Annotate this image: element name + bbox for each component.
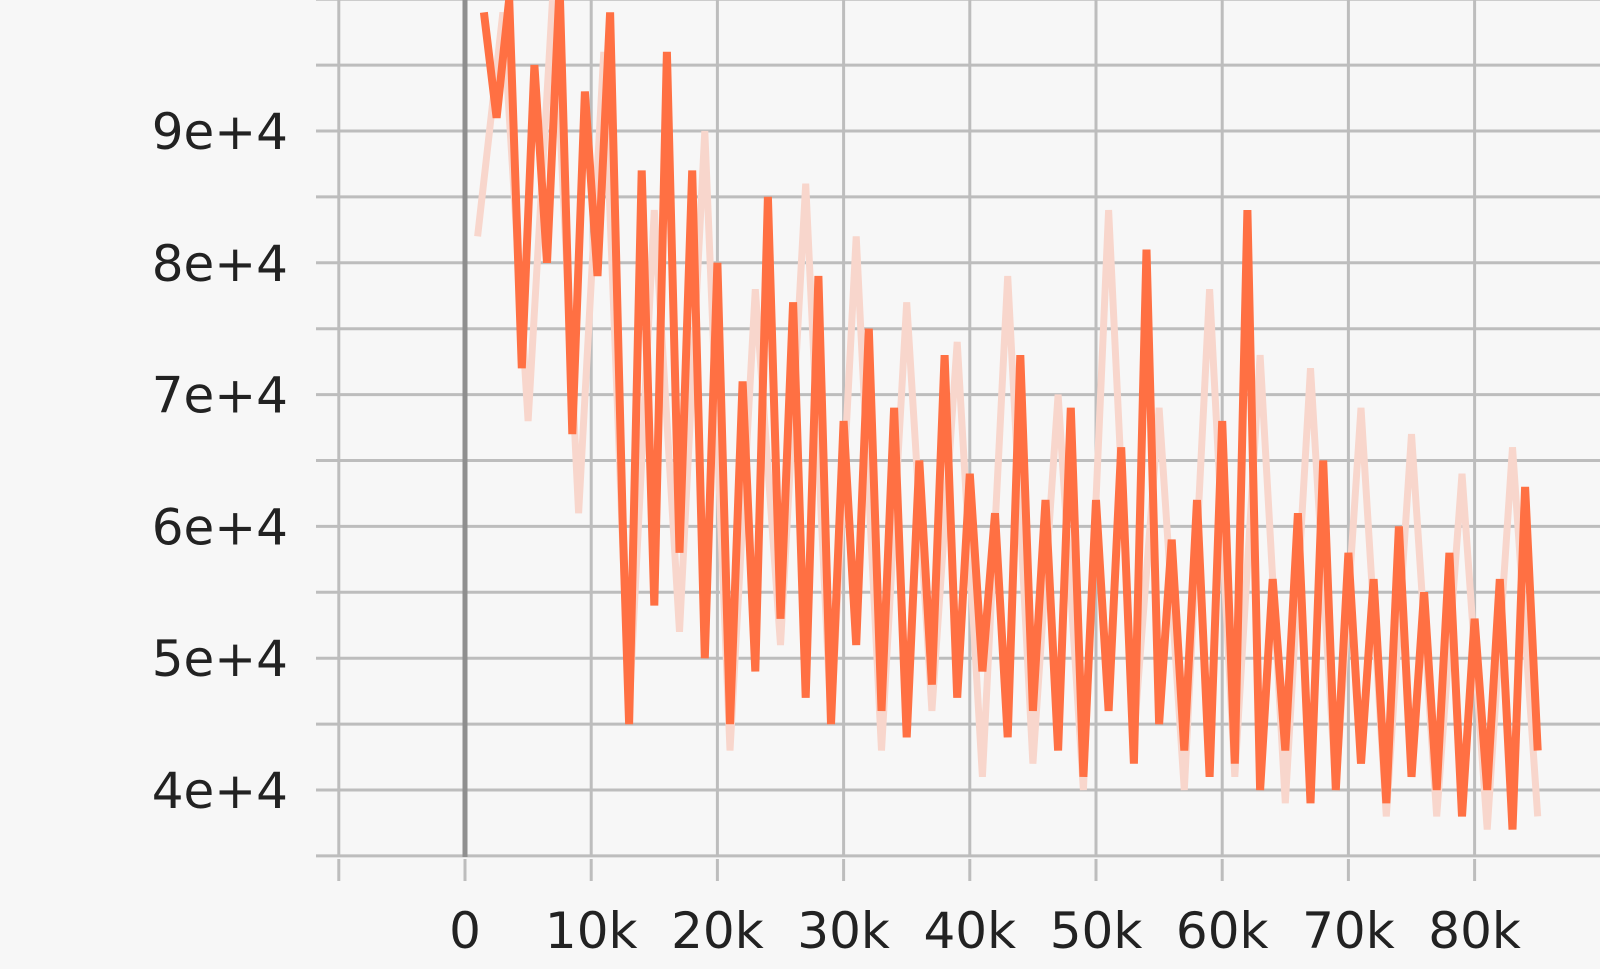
x-tick-label: 10k [545, 902, 638, 960]
y-axis-ticks: 4e+4 5e+4 6e+4 7e+4 8e+4 9e+4 [152, 103, 288, 820]
y-tick-label: 7e+4 [152, 367, 288, 425]
y-tick-label: 6e+4 [152, 498, 288, 556]
x-tick-label: 40k [924, 902, 1017, 960]
x-tick-label: 30k [797, 902, 890, 960]
x-tick-label: 0 [449, 902, 481, 960]
x-tick-label: 20k [671, 902, 764, 960]
smoothed-series-line [479, 0, 1542, 830]
raw-series [474, 0, 1542, 830]
x-tick-label: 50k [1050, 902, 1143, 960]
x-tick-label: 60k [1176, 902, 1269, 960]
y-tick-label: 9e+4 [152, 103, 288, 161]
x-axis-ticks: 0 10k 20k 30k 40k 50k 60k 70k 80k [449, 902, 1521, 960]
y-tick-label: 5e+4 [152, 630, 288, 688]
y-tick-label: 4e+4 [152, 762, 288, 820]
raw-series-line [474, 0, 1542, 830]
x-tick-label: 70k [1302, 902, 1395, 960]
x-tick-label: 80k [1428, 902, 1521, 960]
y-tick-label: 8e+4 [152, 235, 288, 293]
smoothed-series [479, 0, 1542, 830]
